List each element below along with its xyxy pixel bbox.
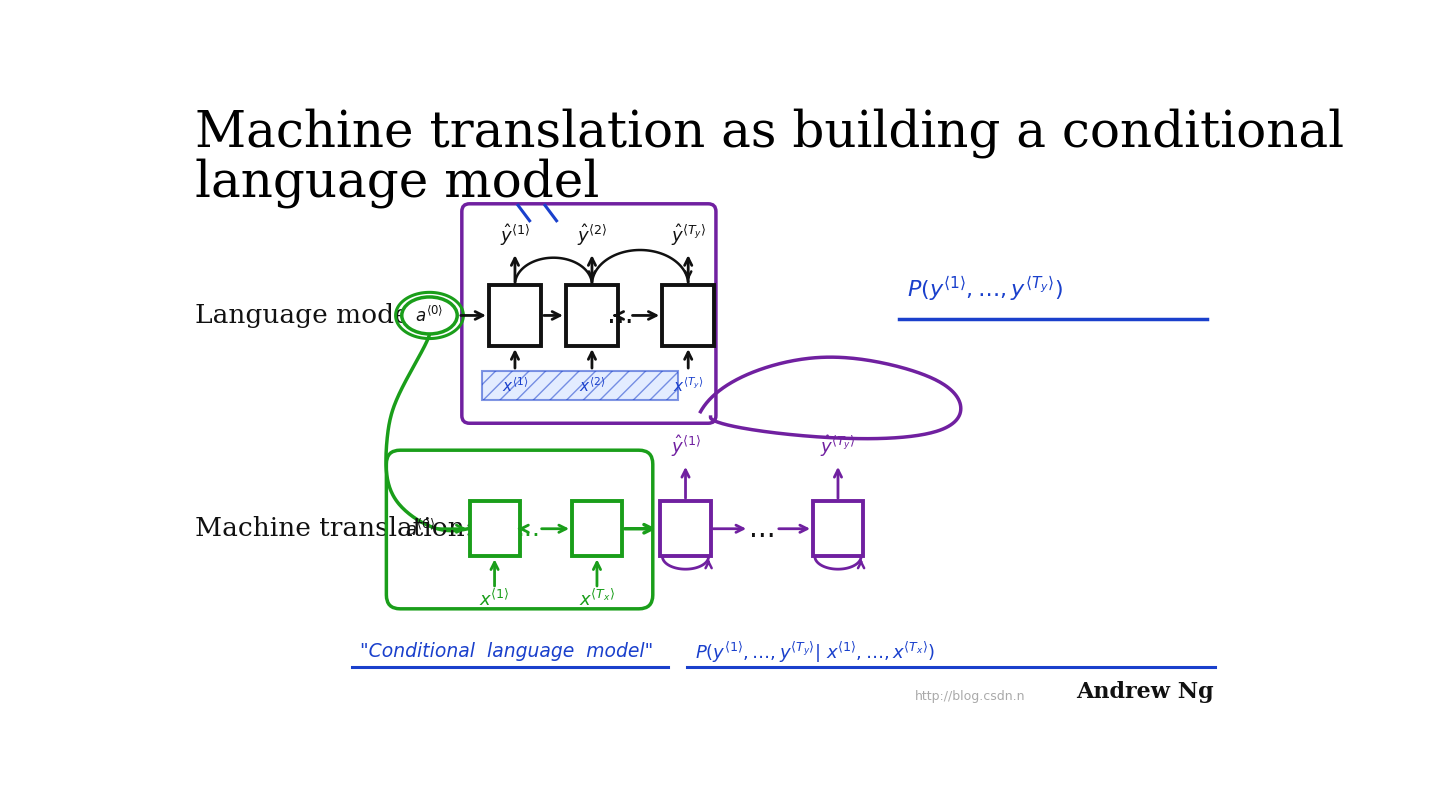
Bar <box>813 501 863 557</box>
Text: Andrew Ng: Andrew Ng <box>1076 681 1213 702</box>
Text: http://blog.csdn.n: http://blog.csdn.n <box>915 690 1025 702</box>
Text: $a^{\langle 0\rangle}$: $a^{\langle 0\rangle}$ <box>415 306 444 326</box>
Bar <box>488 285 541 346</box>
Bar <box>662 285 714 346</box>
Text: "Conditional  language  model": "Conditional language model" <box>360 642 653 662</box>
Text: ...: ... <box>607 302 633 330</box>
Text: language model: language model <box>195 158 599 207</box>
Ellipse shape <box>402 297 457 334</box>
Text: $x^{\langle 1 \rangle}$: $x^{\langle 1 \rangle}$ <box>480 589 510 610</box>
Text: $x^{\langle T_x \rangle}$: $x^{\langle T_x \rangle}$ <box>579 589 615 610</box>
Bar <box>566 285 617 346</box>
Text: ...: ... <box>516 517 540 541</box>
Text: $x^{\langle 1 \rangle}$: $x^{\langle 1 \rangle}$ <box>501 376 528 395</box>
Text: $x^{\langle 2 \rangle}$: $x^{\langle 2 \rangle}$ <box>579 376 605 395</box>
Text: $P(y^{\langle 1 \rangle},\ldots, y^{\langle T_y \rangle})$: $P(y^{\langle 1 \rangle},\ldots, y^{\lan… <box>908 274 1063 303</box>
Text: Machine translation:: Machine translation: <box>195 516 474 542</box>
Text: $\hat{y}^{\langle 1 \rangle}$: $\hat{y}^{\langle 1 \rangle}$ <box>500 222 530 248</box>
Bar <box>470 501 520 557</box>
Text: Language model:: Language model: <box>195 303 426 328</box>
Bar <box>482 371 678 400</box>
Bar <box>572 501 622 557</box>
Text: $\hat{y}^{\langle 2 \rangle}$: $\hat{y}^{\langle 2 \rangle}$ <box>577 222 607 248</box>
Text: ...: ... <box>748 514 775 542</box>
Text: $\hat{y}^{\langle T_y \rangle}$: $\hat{y}^{\langle T_y \rangle}$ <box>820 434 856 459</box>
Bar <box>661 501 711 557</box>
Text: $P(y^{\langle 1 \rangle},\ldots,y^{\langle T_y \rangle}|\ x^{\langle 1 \rangle},: $P(y^{\langle 1 \rangle},\ldots,y^{\lang… <box>695 639 935 665</box>
Text: $x^{\langle T_y \rangle}$: $x^{\langle T_y \rangle}$ <box>673 376 704 395</box>
Text: $a^{\langle 0\rangle}$: $a^{\langle 0\rangle}$ <box>405 518 435 539</box>
Text: $\hat{y}^{\langle T_y \rangle}$: $\hat{y}^{\langle T_y \rangle}$ <box>671 222 707 248</box>
Text: Machine translation as building a conditional: Machine translation as building a condit… <box>195 107 1344 158</box>
Text: $\hat{y}^{\langle 1 \rangle}$: $\hat{y}^{\langle 1 \rangle}$ <box>671 434 701 459</box>
